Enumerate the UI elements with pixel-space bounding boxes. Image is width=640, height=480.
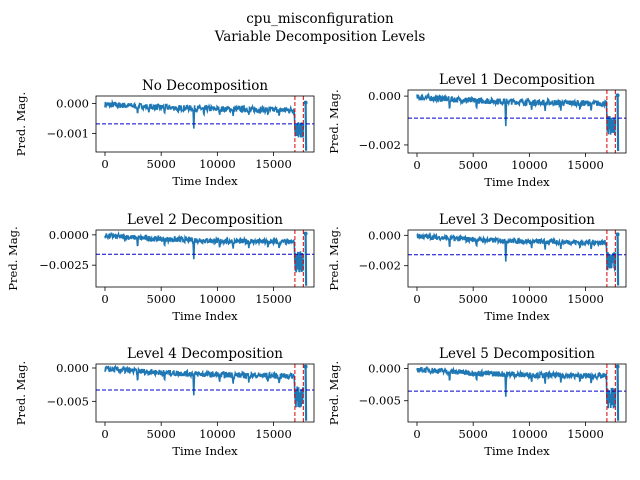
axes-frame	[407, 229, 627, 288]
panel-3: Level 3 Decomposition 0 5000 10000 15000 0.00…	[327, 212, 627, 323]
y-tick-label: −0.002	[358, 259, 401, 273]
series-end-spike	[304, 102, 308, 151]
series-line	[416, 231, 617, 273]
x-tick-label: 0	[101, 292, 108, 306]
y-axis-label: Pred. Mag.	[14, 92, 28, 156]
plot-area	[408, 230, 626, 287]
y-tick-label: −0.001	[46, 126, 89, 140]
panel-4: Level 4 Decomposition 0 5000 10000 15000 0.00…	[14, 346, 315, 458]
x-tick-label: 0	[413, 158, 420, 172]
x-tick-label: 5000	[147, 157, 176, 171]
y-tick-label: −0.002	[358, 138, 401, 152]
y-axis-label: Pred. Mag.	[14, 361, 28, 425]
x-tick-label: 15000	[255, 157, 292, 171]
series-end-point	[303, 231, 308, 236]
series-end-spike	[616, 234, 620, 286]
plot-area	[96, 364, 314, 422]
x-tick-label: 0	[413, 427, 420, 441]
panel-0: No Decomposition 0 5000 10000 15000 0.000 −0.0…	[14, 78, 315, 188]
x-tick-label: 10000	[511, 292, 548, 306]
axes-frame	[95, 229, 315, 288]
panel-2: Level 2 Decomposition 0 5000 10000 15000 0.00…	[6, 212, 315, 323]
axes-frame	[407, 363, 627, 423]
panel-title: Level 5 Decomposition	[439, 346, 595, 362]
panel-title: Level 2 Decomposition	[127, 212, 283, 228]
y-tick-label: 0.000	[56, 96, 89, 110]
panel-title: No Decomposition	[142, 78, 268, 94]
series-end-point	[303, 364, 308, 369]
x-axis-label: Time Index	[484, 444, 550, 458]
x-tick-label: 15000	[255, 427, 292, 441]
y-axis-label: Pred. Mag.	[327, 226, 341, 290]
x-axis-label: Time Index	[484, 309, 550, 323]
axes-frame	[407, 89, 627, 154]
plot-area	[96, 96, 314, 152]
y-tick-label: 0.000	[368, 89, 401, 103]
series-end-point	[615, 364, 620, 369]
x-tick-label: 0	[101, 157, 108, 171]
series-line	[104, 364, 305, 408]
x-tick-label: 10000	[199, 157, 236, 171]
figure-suptitle-line2: Variable Decomposition Levels	[214, 29, 426, 45]
series-end-point	[303, 100, 308, 105]
x-tick-label: 5000	[147, 427, 176, 441]
series-end-spike	[304, 233, 308, 286]
x-tick-label: 5000	[459, 427, 488, 441]
x-tick-label: 10000	[511, 427, 548, 441]
x-tick-label: 5000	[147, 292, 176, 306]
series-line	[104, 99, 305, 138]
panel-5: Level 5 Decomposition 0 5000 10000 15000 0.00…	[327, 346, 627, 458]
y-tick-label: −0.005	[358, 394, 401, 408]
y-tick-label: 0.000	[368, 362, 401, 376]
x-tick-label: 15000	[255, 292, 292, 306]
plot-area	[408, 90, 626, 153]
x-tick-label: 10000	[199, 427, 236, 441]
x-tick-label: 5000	[459, 292, 488, 306]
x-tick-label: 15000	[567, 158, 604, 172]
y-tick-label: −0.0025	[39, 258, 89, 272]
series-line	[104, 230, 305, 273]
panel-title: Level 3 Decomposition	[439, 212, 595, 228]
x-axis-label: Time Index	[172, 309, 238, 323]
axes-frame	[95, 95, 315, 153]
series-end-point	[615, 232, 620, 237]
axes-frame	[95, 363, 315, 423]
x-tick-label: 15000	[567, 427, 604, 441]
x-axis-label: Time Index	[172, 174, 238, 188]
panel-title: Level 4 Decomposition	[127, 346, 283, 362]
figure-suptitle-line1: cpu_misconfiguration	[246, 11, 394, 27]
x-tick-label: 0	[101, 427, 108, 441]
y-axis-label: Pred. Mag.	[6, 226, 20, 290]
y-tick-label: 0.000	[56, 361, 89, 375]
series-end-spike	[304, 366, 308, 421]
y-axis-label: Pred. Mag.	[327, 361, 341, 425]
x-tick-label: 10000	[511, 158, 548, 172]
series-line	[416, 366, 617, 409]
y-tick-label: 0.000	[368, 228, 401, 242]
series-end-spike	[616, 366, 620, 421]
series-line	[416, 91, 617, 136]
x-tick-label: 15000	[567, 292, 604, 306]
x-tick-label: 5000	[459, 158, 488, 172]
panel-1: Level 1 Decomposition 0 5000 10000 15000 0.00…	[327, 72, 627, 189]
y-axis-label: Pred. Mag.	[327, 89, 341, 153]
plot-area	[96, 230, 314, 287]
x-axis-label: Time Index	[484, 175, 550, 189]
y-tick-label: −0.005	[46, 394, 89, 408]
panel-title: Level 1 Decomposition	[439, 72, 595, 88]
x-tick-label: 10000	[199, 292, 236, 306]
x-axis-label: Time Index	[172, 444, 238, 458]
plot-area	[408, 364, 626, 422]
y-tick-label: 0.0000	[49, 228, 89, 242]
x-tick-label: 0	[413, 292, 420, 306]
series-end-point	[615, 93, 620, 98]
series-end-spike	[616, 95, 620, 152]
